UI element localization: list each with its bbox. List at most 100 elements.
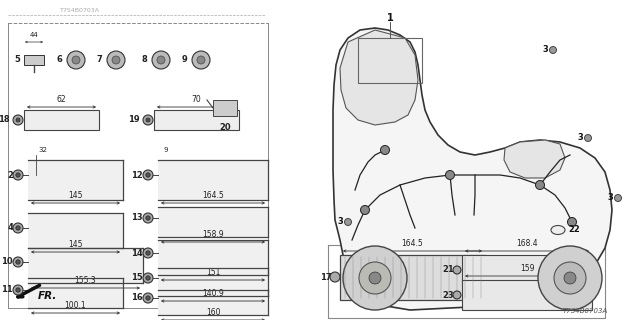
Text: 145: 145 (68, 240, 83, 249)
Text: 3: 3 (577, 133, 583, 142)
Circle shape (192, 51, 210, 69)
Text: 168.4: 168.4 (516, 239, 538, 248)
Polygon shape (504, 140, 565, 178)
Bar (158, 240, 268, 275)
Text: 160: 160 (205, 308, 220, 317)
Circle shape (344, 219, 351, 226)
Text: 19: 19 (129, 116, 140, 124)
Circle shape (197, 56, 205, 64)
Circle shape (538, 246, 602, 310)
Bar (158, 268, 268, 296)
Text: 7: 7 (96, 55, 102, 65)
Circle shape (445, 171, 454, 180)
Text: 23: 23 (442, 291, 454, 300)
Circle shape (554, 262, 586, 294)
Bar (213, 100, 237, 116)
Text: 155.3: 155.3 (75, 276, 97, 285)
Circle shape (107, 51, 125, 69)
Circle shape (564, 272, 576, 284)
Text: 9: 9 (164, 147, 168, 153)
Text: 2: 2 (7, 171, 13, 180)
Text: T7S4B0703A: T7S4B0703A (60, 7, 100, 12)
Circle shape (453, 291, 461, 299)
Bar (24, 55, 44, 65)
Text: 5: 5 (14, 55, 20, 65)
Text: 9: 9 (181, 55, 187, 65)
Text: 140.9: 140.9 (202, 289, 224, 298)
Bar (462, 255, 592, 285)
Circle shape (146, 216, 150, 220)
Text: T7S4B0703A: T7S4B0703A (563, 308, 608, 314)
Bar (158, 290, 268, 315)
Text: 100.1: 100.1 (65, 301, 86, 310)
Text: 21: 21 (442, 266, 454, 275)
Circle shape (146, 173, 150, 177)
Text: 12: 12 (131, 171, 143, 180)
Circle shape (584, 134, 591, 141)
Bar (358, 38, 422, 83)
Text: 10: 10 (1, 258, 13, 267)
Bar (154, 110, 239, 130)
Text: 151: 151 (206, 268, 220, 277)
Text: 20: 20 (219, 123, 231, 132)
Bar (158, 160, 268, 200)
Text: 32: 32 (38, 147, 47, 153)
Text: 3: 3 (337, 218, 343, 227)
Text: 145: 145 (68, 191, 83, 200)
Circle shape (146, 251, 150, 255)
Text: 159: 159 (520, 264, 534, 273)
Circle shape (143, 213, 153, 223)
Circle shape (152, 51, 170, 69)
Polygon shape (340, 30, 418, 125)
Circle shape (16, 288, 20, 292)
Circle shape (13, 170, 23, 180)
Text: 158.9: 158.9 (202, 230, 224, 239)
Text: 6: 6 (56, 55, 62, 65)
Text: 14: 14 (131, 249, 143, 258)
Circle shape (330, 272, 340, 282)
Circle shape (143, 293, 153, 303)
Bar (24, 110, 99, 130)
Text: 11: 11 (1, 285, 13, 294)
Circle shape (67, 51, 85, 69)
Bar (462, 280, 592, 310)
Circle shape (13, 115, 23, 125)
Circle shape (146, 276, 150, 280)
Text: 22: 22 (568, 226, 580, 235)
Circle shape (360, 205, 369, 214)
Text: 164.5: 164.5 (402, 239, 424, 248)
Text: 70: 70 (191, 95, 202, 104)
Circle shape (143, 273, 153, 283)
Circle shape (146, 118, 150, 122)
Text: 164.5: 164.5 (202, 191, 224, 200)
Circle shape (453, 266, 461, 274)
Circle shape (568, 218, 577, 227)
Text: 13: 13 (131, 213, 143, 222)
Circle shape (343, 246, 407, 310)
Text: 3: 3 (607, 194, 613, 203)
Circle shape (13, 285, 23, 295)
Circle shape (16, 173, 20, 177)
Circle shape (13, 223, 23, 233)
Circle shape (143, 115, 153, 125)
Bar (28, 248, 143, 283)
Circle shape (381, 146, 390, 155)
Ellipse shape (551, 226, 565, 235)
Circle shape (359, 262, 391, 294)
Bar (158, 207, 268, 237)
Text: 4: 4 (7, 223, 13, 233)
Circle shape (16, 226, 20, 230)
Text: 18: 18 (0, 116, 10, 124)
Circle shape (143, 248, 153, 258)
Circle shape (13, 257, 23, 267)
Text: 8: 8 (141, 55, 147, 65)
Circle shape (143, 170, 153, 180)
Circle shape (16, 118, 20, 122)
Circle shape (157, 56, 165, 64)
Text: 1: 1 (387, 13, 394, 23)
Text: 44: 44 (29, 32, 38, 38)
Circle shape (550, 46, 557, 53)
Text: FR.: FR. (38, 291, 58, 301)
Circle shape (112, 56, 120, 64)
Circle shape (369, 272, 381, 284)
